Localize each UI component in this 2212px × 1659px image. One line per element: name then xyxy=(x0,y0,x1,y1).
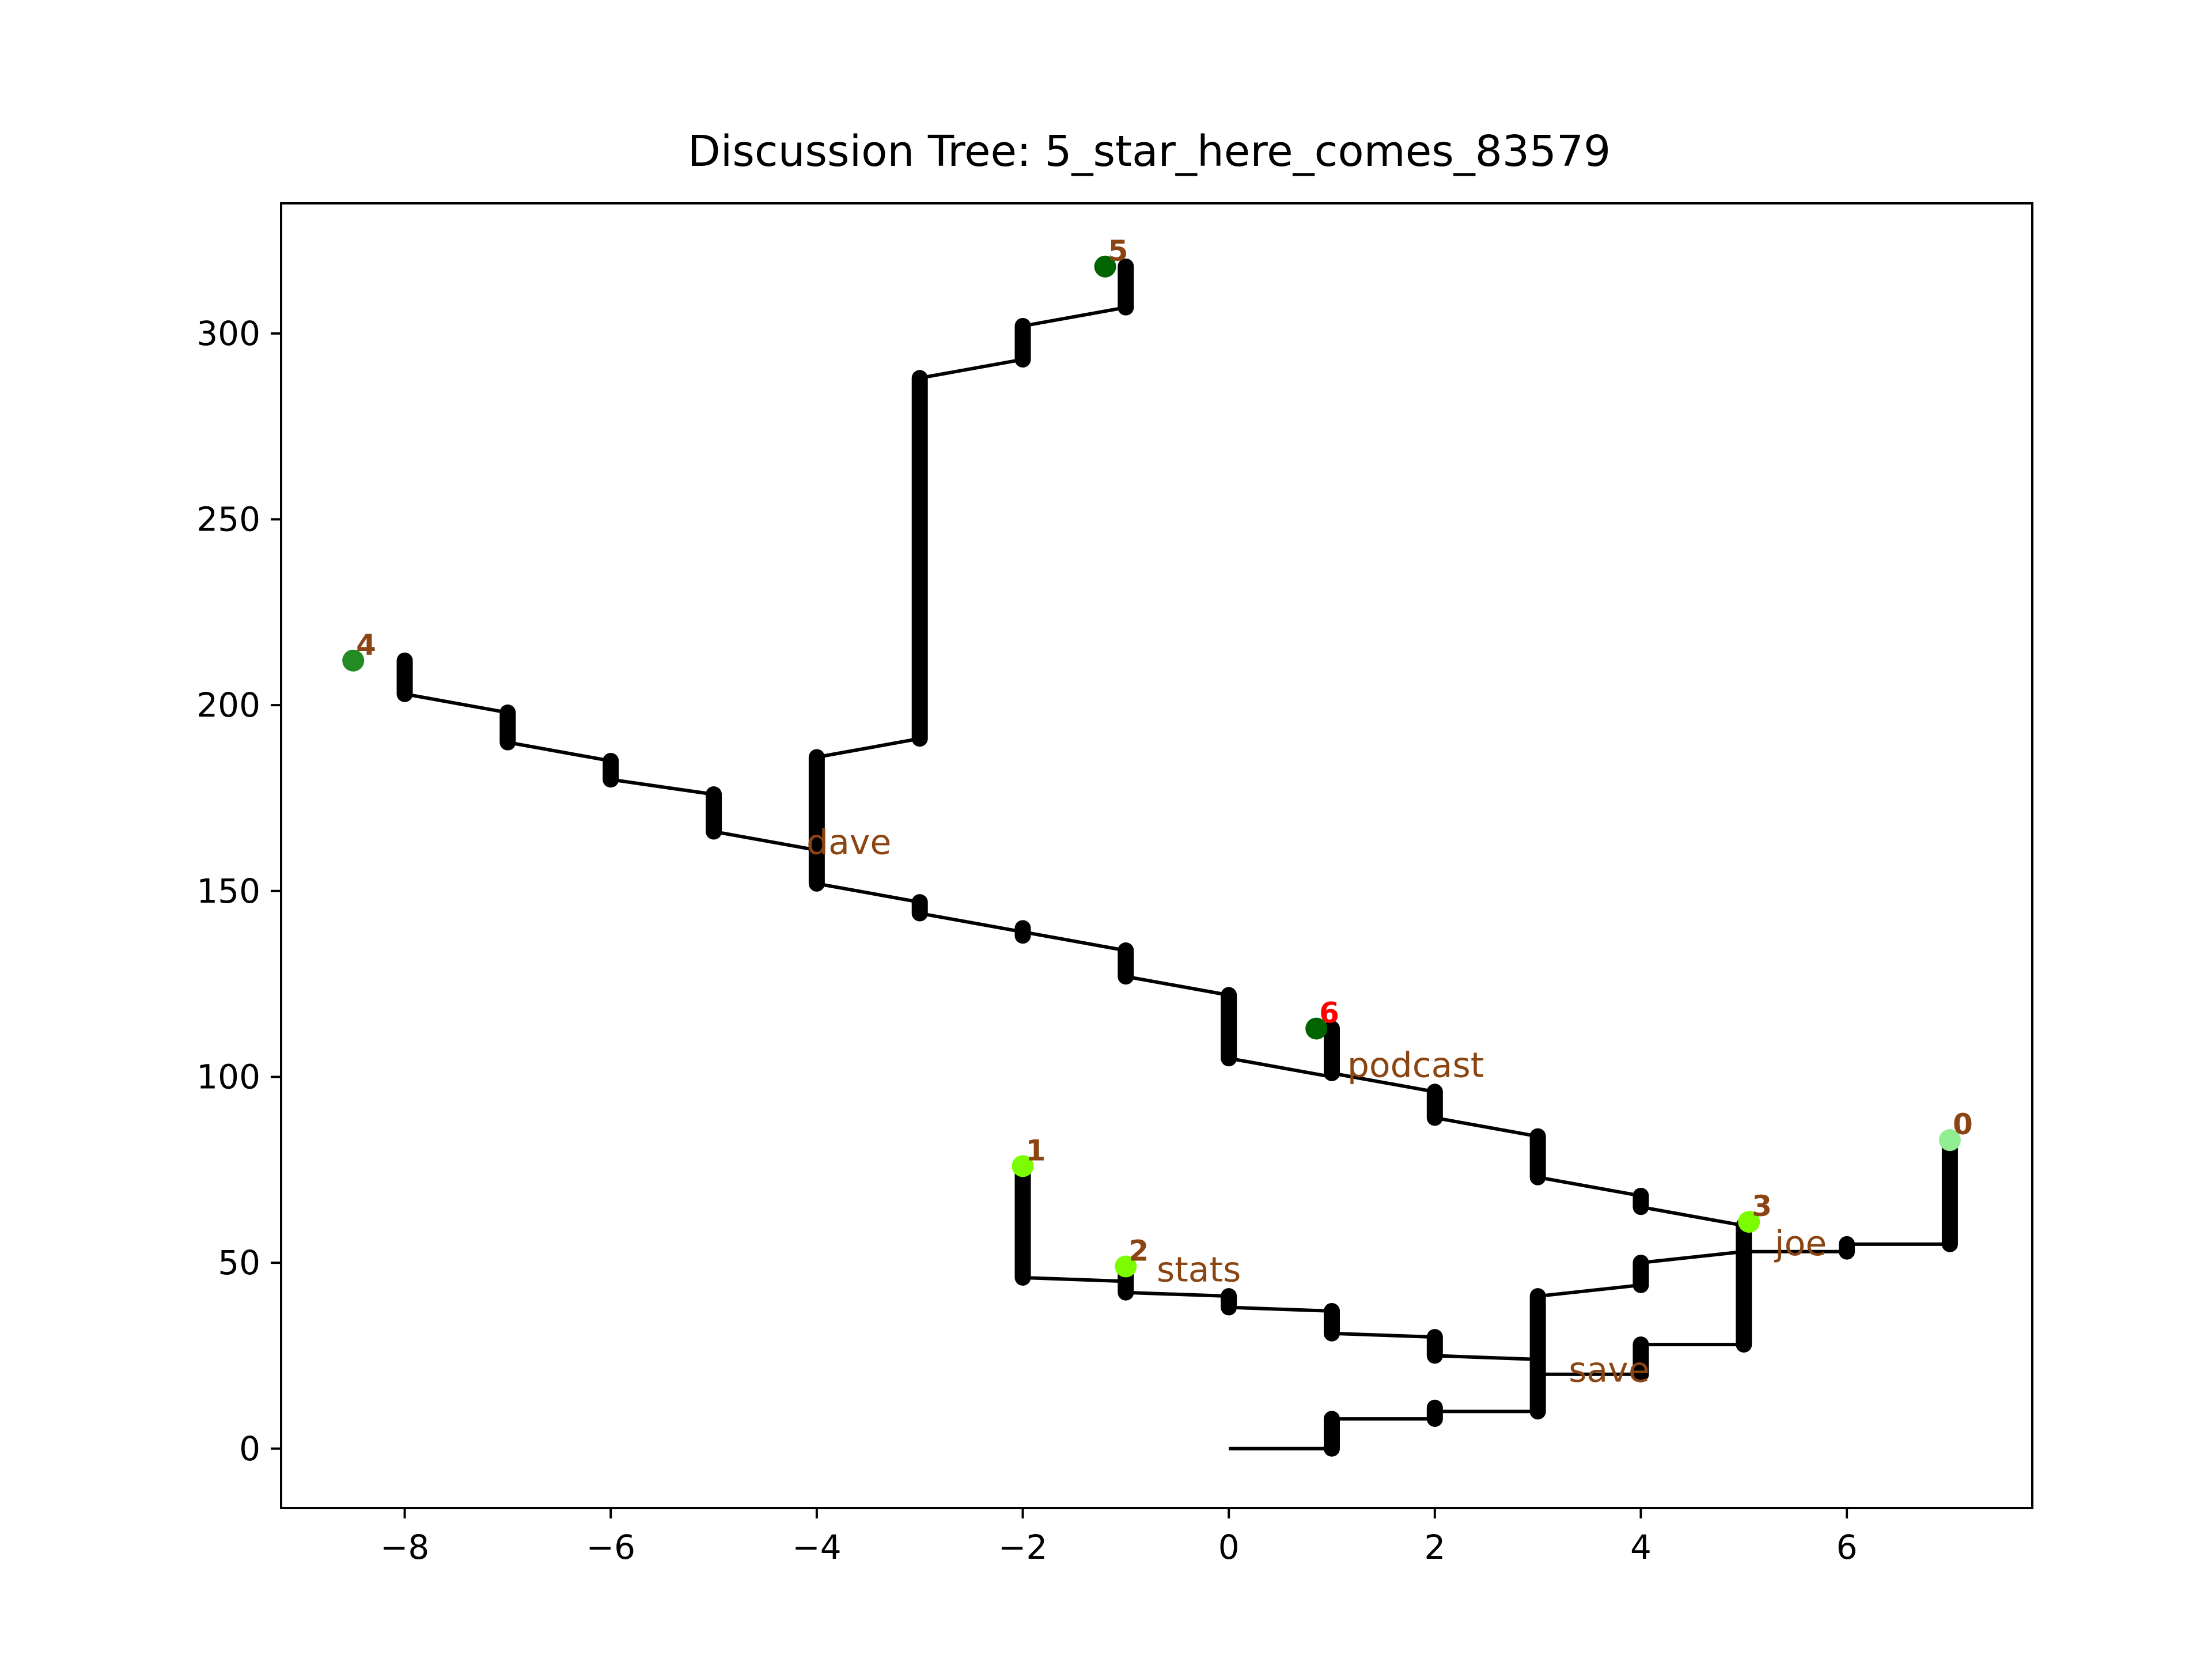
axes-frame xyxy=(280,202,2033,1509)
tree-edge xyxy=(1022,1275,1126,1283)
tree-node-marker xyxy=(1094,255,1116,278)
x-tick-label: 4 xyxy=(1630,1528,1652,1567)
tree-node-label: 4 xyxy=(356,628,376,662)
tree-edge xyxy=(1640,1205,1744,1228)
tree-node-label: 2 xyxy=(1128,1234,1149,1268)
y-tick-label: 150 xyxy=(196,872,260,911)
keyword-annotation: dave xyxy=(806,822,891,862)
tree-edge xyxy=(1537,1283,1641,1298)
x-tick-label: −4 xyxy=(792,1528,842,1567)
tree-edge xyxy=(507,740,611,763)
x-tick-label: 6 xyxy=(1836,1528,1858,1567)
keyword-annotation: stats xyxy=(1157,1249,1241,1290)
tree-node-label: 3 xyxy=(1752,1190,1772,1223)
tree-edge xyxy=(1331,1071,1435,1094)
tree-edge xyxy=(1228,1056,1332,1079)
y-tick-label: 50 xyxy=(218,1243,260,1282)
tree-edge xyxy=(1022,305,1126,328)
tree-edge xyxy=(610,778,714,796)
x-tick-label: −6 xyxy=(586,1528,635,1567)
keyword-annotation: podcast xyxy=(1347,1045,1484,1085)
tree-edge xyxy=(1641,1249,1744,1265)
y-tick-label: 200 xyxy=(196,685,260,725)
keyword-annotation: save xyxy=(1569,1350,1649,1391)
tree-node-marker xyxy=(1012,1155,1034,1177)
tree-node-marker xyxy=(1115,1255,1137,1278)
tree-edge xyxy=(1229,1305,1332,1313)
x-tick-label: 0 xyxy=(1218,1528,1240,1567)
plot-area: 0 1 2 3 4 5 6 dave podcast stats joe save −8 −6 −4 −2 0 2… xyxy=(196,202,2033,1567)
tree-edge xyxy=(1022,930,1126,953)
x-tick-label: 2 xyxy=(1424,1528,1445,1567)
tree-edge xyxy=(1434,1354,1538,1361)
tree-node-marker xyxy=(1305,1017,1328,1040)
tree-edge xyxy=(816,737,921,759)
x-tick-label: −8 xyxy=(380,1528,430,1567)
tree-edge xyxy=(919,358,1024,380)
tree-node-label: 1 xyxy=(1026,1134,1046,1167)
tree-edge xyxy=(919,911,1024,934)
tree-node-marker xyxy=(1938,1129,1961,1152)
y-tick-label: 300 xyxy=(196,314,260,353)
tree-edge xyxy=(816,881,921,904)
y-tick-label: 100 xyxy=(196,1057,260,1096)
keyword-annotation: joe xyxy=(1774,1224,1827,1264)
x-tick-label: −2 xyxy=(998,1528,1048,1567)
tree-node-label: 6 xyxy=(1319,997,1339,1030)
tree-edge xyxy=(713,830,817,852)
tree-node-label: 5 xyxy=(1108,234,1128,268)
tree-edge xyxy=(1331,1331,1435,1339)
tree-edge xyxy=(1434,1116,1539,1138)
tree-node-marker xyxy=(342,649,365,672)
chart-title: Discussion Tree: 5_star_here_comes_83579 xyxy=(688,127,1611,176)
y-tick-label: 250 xyxy=(196,500,260,539)
tree-edge xyxy=(1537,1175,1642,1198)
tree-node-label: 0 xyxy=(1953,1108,1973,1141)
tree-edge xyxy=(1126,1290,1229,1298)
tree-node-marker xyxy=(1738,1211,1760,1233)
tree-edge xyxy=(1125,975,1229,997)
tree-edge xyxy=(404,692,508,715)
y-tick-label: 0 xyxy=(239,1429,260,1468)
